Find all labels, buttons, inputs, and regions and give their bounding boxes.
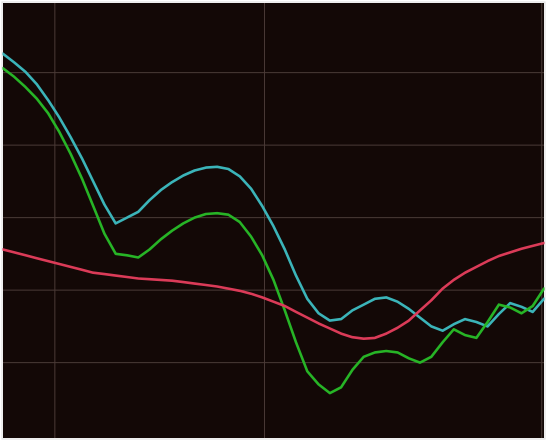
red-series-line	[1, 241, 546, 341]
gridlines	[3, 3, 544, 438]
green-series-line	[1, 67, 546, 395]
series-layer	[1, 52, 546, 395]
cyan-series-line	[1, 52, 546, 333]
plot-background	[3, 3, 544, 438]
